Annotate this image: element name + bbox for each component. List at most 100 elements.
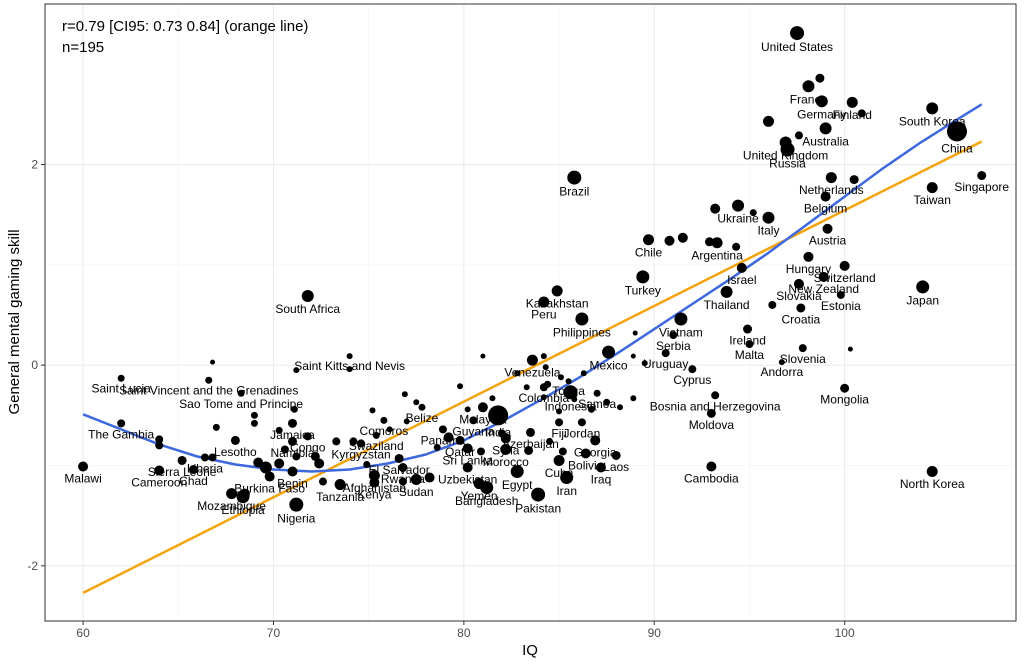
point-label: South Korea <box>899 114 966 128</box>
data-point <box>556 408 563 415</box>
panel-border <box>44 3 1017 622</box>
data-point <box>250 419 258 427</box>
data-point <box>78 461 89 472</box>
axes: 60 70 80 90 100 -2 0 2 <box>27 158 855 640</box>
point-label: Burkina Faso <box>234 482 305 496</box>
point-label: Finland <box>833 108 872 122</box>
point-label: Kazakhstan <box>526 296 589 310</box>
data-point <box>819 122 832 135</box>
data-point <box>732 242 741 251</box>
data-point <box>641 360 648 367</box>
data-point <box>510 465 524 479</box>
point-label: Philippines <box>553 326 611 340</box>
data-point <box>303 432 312 441</box>
point-label: Azerbaijan <box>502 437 559 451</box>
point-label: Japan <box>906 293 939 307</box>
data-point <box>558 447 567 456</box>
data-point <box>424 472 435 483</box>
point-label: Syria <box>492 443 520 457</box>
point-label: Lesotho <box>214 445 257 459</box>
data-point <box>280 445 289 454</box>
point-label: Morocco <box>483 455 529 469</box>
point-label: Laos <box>603 460 629 474</box>
data-point <box>288 418 298 428</box>
data-point <box>480 481 494 495</box>
data-point <box>477 402 488 413</box>
point-label: Germany <box>797 107 846 121</box>
data-point <box>237 389 245 397</box>
data-point <box>208 453 217 462</box>
data-point <box>688 365 697 374</box>
point-label: Afghanistan <box>343 481 406 495</box>
data-point <box>346 353 353 360</box>
data-point <box>275 426 283 434</box>
data-point <box>706 408 716 418</box>
point-label: Mexico <box>590 359 628 373</box>
data-point <box>274 458 285 469</box>
point-label: Samoa <box>578 397 616 411</box>
point-label: Netherlands <box>799 183 864 197</box>
data-point <box>595 462 606 473</box>
data-point <box>603 398 611 406</box>
point-label: Venezuela <box>504 366 560 380</box>
point-label: Georgia <box>574 445 617 459</box>
point-label: Cyprus <box>673 373 711 387</box>
data-point <box>542 364 549 371</box>
point-label: Mongolia <box>820 393 869 407</box>
point-label: The Gambia <box>88 427 154 441</box>
point-label: Saint Lucia <box>91 382 151 396</box>
data-point <box>314 458 325 469</box>
data-point <box>464 406 471 413</box>
point-label: Tonga <box>552 384 585 398</box>
data-point <box>567 170 582 185</box>
data-point <box>154 465 165 476</box>
data-point <box>394 453 404 463</box>
point-label: China <box>941 141 973 155</box>
data-point <box>616 404 623 411</box>
data-point <box>538 296 550 308</box>
data-point <box>636 270 650 284</box>
data-point <box>368 470 380 482</box>
data-point <box>514 370 521 377</box>
data-point <box>780 142 795 157</box>
data-point <box>745 340 754 349</box>
data-point <box>736 262 747 273</box>
data-point <box>264 471 275 482</box>
data-point <box>926 466 938 478</box>
data-point <box>526 427 535 437</box>
point-label: United Kingdom <box>743 148 828 162</box>
data-point <box>433 443 441 451</box>
x-tick-label: 100 <box>835 626 855 640</box>
data-point <box>580 448 591 459</box>
point-label: Jordan <box>564 426 601 440</box>
point-label: Swaziland <box>349 439 404 453</box>
point-label: Malawi <box>64 471 101 485</box>
point-label: Qatar <box>445 445 475 459</box>
data-point <box>418 403 426 411</box>
data-point <box>560 471 574 485</box>
data-point <box>553 454 565 466</box>
point-label: Saint Kitts and Nevis <box>294 359 405 373</box>
data-point <box>847 346 853 352</box>
point-label: Brazil <box>559 185 589 199</box>
point-label: Turkey <box>625 283 661 297</box>
data-point <box>462 443 473 454</box>
data-point <box>369 407 376 414</box>
data-point <box>790 26 805 41</box>
point-label: Saint Vincent and the Grenadines <box>119 384 298 398</box>
data-point <box>380 416 388 424</box>
data-point <box>259 461 272 474</box>
data-point <box>551 285 563 297</box>
data-point <box>401 391 408 398</box>
data-point <box>318 477 327 486</box>
data-point <box>590 435 601 446</box>
point-label: Malta <box>735 348 765 362</box>
point-label: Singapore <box>954 180 1009 194</box>
point-label: Thailand <box>704 298 750 312</box>
data-point <box>363 460 371 468</box>
x-tick-label: 60 <box>76 626 90 640</box>
data-point <box>292 452 301 461</box>
point-label: United States <box>761 40 833 54</box>
